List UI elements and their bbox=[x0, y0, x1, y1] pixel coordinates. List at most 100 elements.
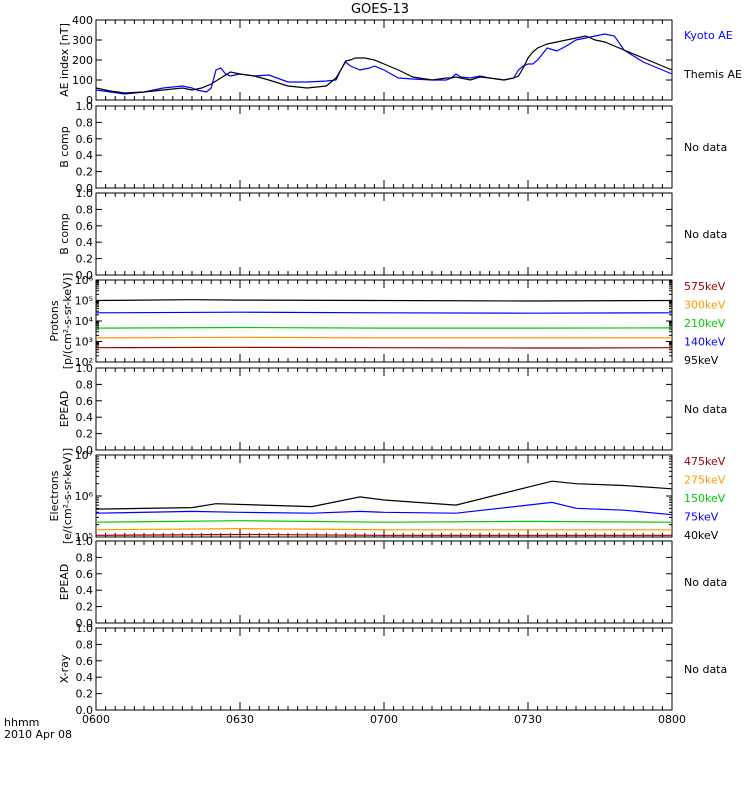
y-axis-label: EPEAD bbox=[58, 564, 71, 601]
y-tick-label: 0.8 bbox=[76, 203, 94, 216]
y-tick-label: 0.8 bbox=[76, 551, 94, 564]
y-tick-label: 1.0 bbox=[76, 187, 94, 200]
panel-protons: 10² 10³ 10⁴ 10⁵ 10⁶ Protons [p/(cm²-s-sr-keV)]… bbox=[48, 273, 726, 370]
y-tick-label: 300 bbox=[72, 34, 93, 47]
series-line-300kev bbox=[95, 336, 672, 339]
y-axis-label: Protons bbox=[48, 300, 61, 341]
y-axis-unit: [p/(cm²-s-sr-keV)] bbox=[61, 273, 74, 370]
no-data-label: No data bbox=[684, 576, 727, 589]
y-tick-label: 0.6 bbox=[76, 395, 94, 408]
y-tick-label: 0.6 bbox=[76, 133, 94, 146]
y-tick-label: 0.8 bbox=[76, 378, 94, 391]
time-format-label: hhmm bbox=[4, 716, 39, 729]
panel-frame bbox=[95, 454, 673, 538]
date-label: 2010 Apr 08 bbox=[4, 728, 72, 741]
series-line-95kev bbox=[95, 299, 673, 302]
y-tick-label: 10³ bbox=[75, 336, 93, 349]
y-tick-label: 10² bbox=[75, 356, 93, 369]
series-line-40kev bbox=[95, 480, 673, 510]
panel-frame bbox=[95, 367, 673, 451]
series-line-themis-ae bbox=[95, 35, 673, 94]
legend-300kev: 300keV bbox=[684, 299, 726, 312]
x-tick-label: 0700 bbox=[370, 713, 398, 726]
panel-electrons: 10⁵ 10⁶ 10⁷ Electrons [e/(cm²-s-sr-keV)] 475k… bbox=[48, 448, 726, 544]
y-tick-label: 0.6 bbox=[76, 568, 94, 581]
series-line-140kev bbox=[95, 311, 673, 314]
legend-95kev: 95keV bbox=[684, 354, 719, 367]
y-tick-label: 0.2 bbox=[76, 601, 94, 614]
y-tick-label: 0.0 bbox=[76, 704, 94, 717]
y-tick-label: 1.0 bbox=[76, 622, 94, 635]
y-tick-label: 0.2 bbox=[76, 166, 94, 179]
y-tick-label: 400 bbox=[72, 14, 93, 27]
legend-150kev: 150keV bbox=[684, 492, 726, 505]
y-tick-label: 0.0 bbox=[76, 444, 94, 457]
series-line-575kev bbox=[95, 346, 673, 349]
y-tick-label: 1.0 bbox=[76, 535, 94, 548]
y-axis-unit: [e/(cm²-s-sr-keV)] bbox=[61, 448, 74, 544]
y-tick-label: 0 bbox=[86, 94, 93, 107]
y-tick-label: 0.2 bbox=[76, 688, 94, 701]
panel-epead2: 0.0 0.2 0.4 0.6 0.8 1.0 EPEAD No data bbox=[58, 535, 727, 630]
y-axis-label: X-ray bbox=[58, 654, 71, 683]
no-data-label: No data bbox=[684, 141, 727, 154]
y-tick-label: 0.2 bbox=[76, 428, 94, 441]
panel-frame bbox=[95, 279, 673, 363]
no-data-label: No data bbox=[684, 403, 727, 416]
panel-frame bbox=[95, 627, 673, 711]
time-axis: 0600 0630 0700 0730 0800 bbox=[82, 713, 686, 726]
y-tick-label: 10⁵ bbox=[75, 295, 93, 308]
y-tick-label: 10⁶ bbox=[75, 274, 94, 287]
y-tick-label: 0.4 bbox=[76, 584, 94, 597]
y-tick-label: 0.4 bbox=[76, 671, 94, 684]
x-tick-label: 0800 bbox=[658, 713, 686, 726]
chart-title: GOES-13 bbox=[351, 2, 409, 17]
panel-bcomp1: 0.0 0.2 0.4 0.6 0.8 1.0 B comp No data bbox=[58, 100, 727, 195]
y-tick-label: 1.0 bbox=[76, 362, 94, 375]
series-line-kyoto-ae bbox=[95, 33, 673, 95]
series-line-275kev bbox=[95, 527, 672, 531]
y-tick-label: 10⁶ bbox=[75, 490, 94, 503]
legend-themis-ae: Themis AE bbox=[683, 68, 742, 81]
series-line-210kev bbox=[95, 326, 673, 329]
series-line-150kev bbox=[95, 520, 673, 523]
panel-frame bbox=[95, 105, 673, 189]
y-axis-label: AE index [nT] bbox=[58, 23, 71, 97]
x-tick-label: 0730 bbox=[514, 713, 542, 726]
no-data-label: No data bbox=[684, 228, 727, 241]
y-tick-label: 0.0 bbox=[76, 269, 94, 282]
series-line-75kev bbox=[95, 501, 673, 516]
y-axis-label: B comp bbox=[58, 126, 71, 168]
x-tick-label: 0630 bbox=[226, 713, 254, 726]
y-tick-label: 0.4 bbox=[76, 236, 94, 249]
legend-75kev: 75keV bbox=[684, 511, 719, 524]
y-tick-label: 10⁴ bbox=[75, 315, 94, 328]
y-axis-label: Electrons bbox=[48, 470, 61, 521]
y-tick-label: 100 bbox=[72, 74, 93, 87]
y-tick-label: 0.2 bbox=[76, 253, 94, 266]
y-tick-label: 0.4 bbox=[76, 149, 94, 162]
panel-frame bbox=[95, 540, 673, 624]
y-tick-label: 0.4 bbox=[76, 411, 94, 424]
legend-40kev: 40keV bbox=[684, 529, 719, 542]
x-tick-label: 0600 bbox=[82, 713, 110, 726]
y-tick-label: 0.6 bbox=[76, 220, 94, 233]
panel-frame bbox=[95, 192, 673, 276]
y-tick-label: 0.0 bbox=[76, 617, 94, 630]
legend-575kev: 575keV bbox=[684, 280, 726, 293]
panel-epead1: 0.0 0.2 0.4 0.6 0.8 1.0 EPEAD No data bbox=[58, 362, 727, 457]
panel-xray: 0.0 0.2 0.4 0.6 0.8 1.0 X-ray No data bbox=[58, 622, 727, 717]
y-axis-label: B comp bbox=[58, 213, 71, 255]
y-tick-label: 1.0 bbox=[76, 100, 94, 113]
legend-140kev: 140keV bbox=[684, 336, 726, 349]
series-line-475kev bbox=[95, 533, 672, 536]
y-tick-label: 200 bbox=[72, 54, 93, 67]
panel-bcomp2: 0.0 0.2 0.4 0.6 0.8 1.0 B comp No data bbox=[58, 187, 727, 282]
no-data-label: No data bbox=[684, 663, 727, 676]
y-tick-label: 0.6 bbox=[76, 655, 94, 668]
legend-kyoto-ae: Kyoto AE bbox=[684, 29, 733, 42]
y-tick-label: 10⁵ bbox=[75, 531, 93, 544]
